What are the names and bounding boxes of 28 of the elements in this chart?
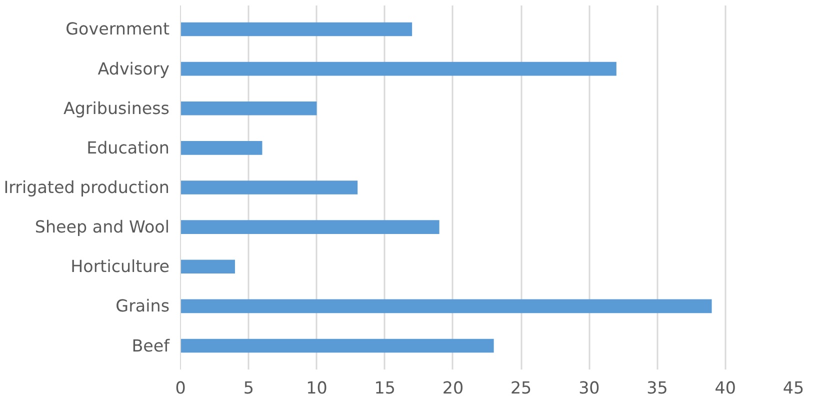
y-tick-label: Horticulture — [70, 257, 170, 276]
bar — [180, 141, 262, 155]
x-tick-label: 30 — [578, 378, 600, 396]
y-tick-label: Beef — [132, 336, 171, 356]
bar — [180, 299, 712, 314]
bar — [180, 338, 494, 353]
x-tick-label: 45 — [782, 378, 804, 396]
bar — [180, 62, 616, 76]
y-tick-label: Government — [66, 20, 170, 39]
y-tick-label: Grains — [116, 296, 170, 316]
bar — [180, 22, 412, 36]
x-tick-label: 0 — [175, 378, 186, 396]
bar — [180, 220, 440, 234]
y-tick-label: Irrigated production — [4, 178, 170, 197]
y-tick-label: Advisory — [98, 59, 170, 78]
x-tick-label: 5 — [243, 378, 254, 396]
bar — [180, 101, 317, 116]
x-tick-label: 25 — [510, 378, 532, 396]
bar — [180, 180, 358, 194]
x-tick-label: 15 — [374, 378, 396, 396]
x-tick-label: 35 — [646, 378, 668, 396]
y-tick-label: Education — [86, 138, 170, 158]
y-tick-label: Sheep and Wool — [34, 218, 170, 237]
x-tick-label: 10 — [306, 378, 328, 396]
bar — [180, 260, 235, 274]
y-tick-label: Agribusiness — [63, 98, 170, 118]
x-tick-label: 20 — [442, 378, 464, 396]
x-tick-label: 40 — [714, 378, 736, 396]
